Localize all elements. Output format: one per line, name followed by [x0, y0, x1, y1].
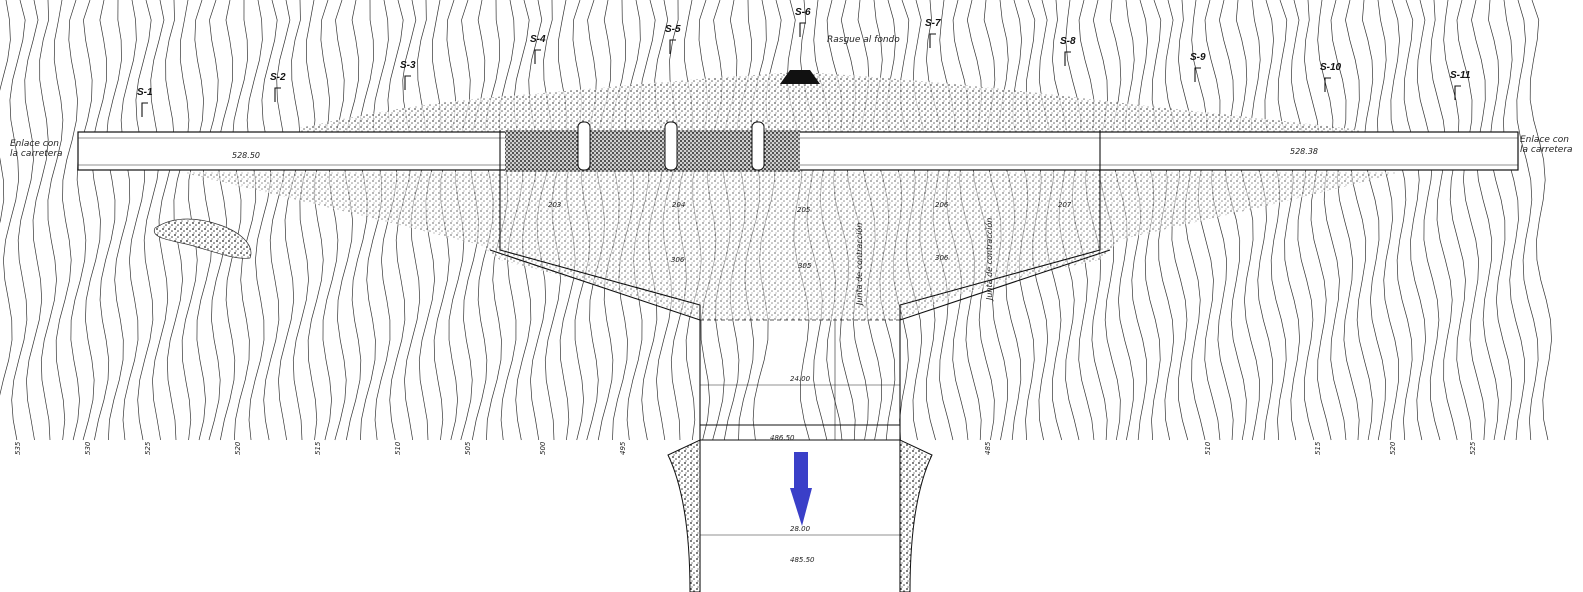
crest-elevation-left: 528.50 [232, 151, 260, 160]
dam-crest-mass [300, 72, 1360, 135]
contour-value: 515 [314, 441, 322, 455]
section-label: S-2 [270, 72, 286, 83]
road-link-right: Enlace con la carretera [1520, 135, 1573, 155]
basin-elevation-1: 486.50 [770, 434, 795, 442]
rock-outcrop [153, 218, 252, 259]
contour-value: 520 [1389, 441, 1397, 455]
block-codes: 203 204 205 206 207 306 305 306 [548, 201, 1072, 270]
section-marker-icon [1324, 77, 1331, 92]
section-marker-icon [1194, 67, 1201, 82]
block-code: 306 [671, 256, 685, 264]
crest-roadway [77, 121, 1519, 172]
section-label: S-11 [1450, 70, 1471, 81]
contour-value: 495 [619, 441, 627, 455]
crest-note: Rasgue al fondo [827, 35, 900, 45]
width-dimension-2: 28.00 [790, 525, 811, 533]
section-marker-icon [534, 49, 541, 64]
block-code: 204 [672, 201, 685, 209]
section-label: S-4 [530, 34, 546, 45]
contour-values: 535 530 525 520 515 510 505 500 495 485 510 515 520 5… [14, 441, 1477, 455]
flow-direction-arrow-icon [790, 452, 812, 526]
contour-value: 485 [984, 441, 992, 455]
block-code: 205 [797, 206, 811, 214]
road-link-left: Enlace con la carretera [10, 139, 63, 159]
section-label: S-10 [1320, 62, 1342, 73]
contour-value: 535 [14, 441, 22, 455]
section-marker-icon [274, 87, 281, 102]
section-marker-icon [799, 22, 806, 37]
section-label: S-5 [665, 24, 681, 35]
section-label: S-8 [1060, 36, 1076, 47]
width-dimension-1: 24.00 [790, 375, 811, 383]
svg-text:la carretera: la carretera [10, 149, 63, 159]
block-code: 206 [935, 201, 949, 209]
section-label: S-6 [795, 7, 811, 18]
svg-text:Enlace con: Enlace con [1520, 135, 1569, 145]
svg-text:Enlace con: Enlace con [10, 139, 59, 149]
section-label: S-9 [1190, 52, 1206, 63]
section-marker-icon [1454, 85, 1461, 100]
contour-value: 525 [1469, 441, 1477, 455]
contour-value: 500 [539, 441, 547, 455]
section-markers: S-1 S-2 S-3 S-4 S-5 S-6 S-7 S-8 S-9 S-10 S-11 [137, 7, 1471, 117]
contour-value: 510 [394, 441, 402, 455]
crest-gate [780, 70, 820, 84]
spillway-channel [489, 130, 1111, 592]
contraction-joint-right: Junta de contracción [984, 218, 994, 302]
contour-value: 520 [234, 441, 242, 455]
block-code: 203 [548, 201, 561, 209]
block-code: 207 [1058, 201, 1072, 209]
contour-value: 530 [84, 441, 92, 455]
section-label: S-1 [137, 87, 153, 98]
svg-text:la carretera: la carretera [1520, 145, 1573, 155]
block-code: 305 [798, 262, 812, 270]
contour-value: 525 [144, 441, 152, 455]
section-marker-icon [669, 39, 676, 54]
contour-value: 505 [464, 441, 472, 455]
section-marker-icon [404, 75, 411, 90]
section-label: S-7 [925, 18, 941, 29]
section-label: S-3 [400, 60, 416, 71]
block-code: 306 [935, 254, 949, 262]
contour-value: 515 [1314, 441, 1322, 455]
contour-value: 510 [1204, 441, 1212, 455]
crest-elevation-right: 528.38 [1290, 147, 1318, 156]
basin-elevation-2: 485.50 [790, 556, 815, 564]
section-marker-icon [1064, 51, 1071, 66]
contraction-joint-left: Junta de contracción [854, 223, 864, 307]
dam-downstream-mass [180, 172, 1400, 320]
section-marker-icon [141, 102, 148, 117]
section-marker-icon [929, 33, 936, 48]
